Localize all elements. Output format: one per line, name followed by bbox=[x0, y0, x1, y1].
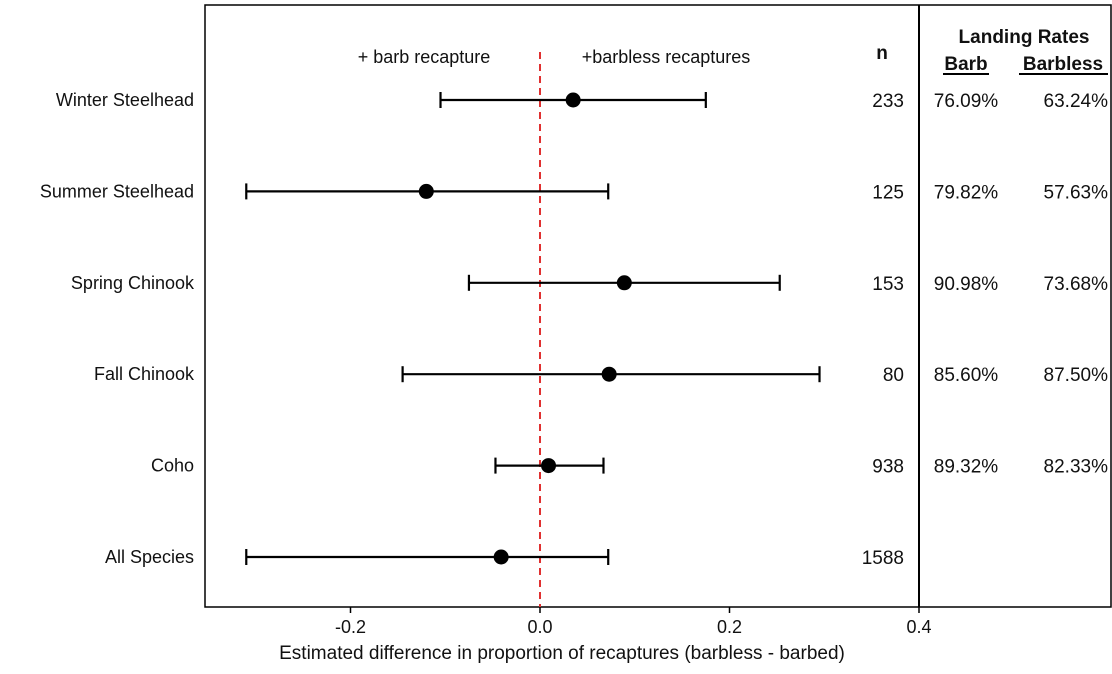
forest-row: Fall Chinook 80 85.60% 87.50% bbox=[94, 364, 1108, 386]
n-value: 125 bbox=[872, 182, 904, 203]
x-axis-title: Estimated difference in proportion of re… bbox=[279, 643, 845, 664]
rows-group: Winter Steelhead 233 76.09% 63.24% Summer St… bbox=[40, 90, 1108, 569]
landing-rate-barb: 79.82% bbox=[934, 182, 999, 203]
estimate-point bbox=[418, 183, 434, 199]
row-label: All Species bbox=[105, 547, 194, 567]
row-label: Coho bbox=[151, 456, 194, 476]
estimate-point bbox=[565, 92, 581, 108]
annotation-barb-recapture: + barb recapture bbox=[358, 47, 491, 67]
n-value: 1588 bbox=[862, 548, 904, 569]
landing-rate-barbless: 82.33% bbox=[1044, 457, 1109, 478]
column-header-barbless: Barbless bbox=[1023, 54, 1103, 75]
annotation-barbless-recaptures: +barbless recaptures bbox=[582, 47, 751, 67]
row-label: Spring Chinook bbox=[71, 273, 195, 293]
forest-row: Spring Chinook 153 90.98% 73.68% bbox=[71, 273, 1108, 295]
row-label: Winter Steelhead bbox=[56, 90, 194, 110]
landing-rate-barb: 85.60% bbox=[934, 365, 999, 386]
landing-rate-barb: 76.09% bbox=[934, 91, 999, 112]
x-tick-label: 0.0 bbox=[527, 617, 552, 637]
x-axis-group: -0.2 0.0 0.2 0.4 bbox=[335, 607, 932, 637]
estimate-point bbox=[601, 366, 617, 382]
estimate-point bbox=[493, 549, 509, 565]
x-tick-label: 0.2 bbox=[717, 617, 742, 637]
column-header-barb: Barb bbox=[944, 54, 987, 75]
forest-row: All Species 1588 bbox=[105, 547, 904, 569]
landing-rates-table: Landing Rates Barb Barbless bbox=[943, 27, 1108, 75]
n-column-header: n bbox=[876, 43, 888, 64]
landing-rate-barb: 90.98% bbox=[934, 274, 999, 295]
row-label: Summer Steelhead bbox=[40, 181, 194, 201]
n-value: 233 bbox=[872, 91, 904, 112]
x-tick-label: 0.4 bbox=[906, 617, 931, 637]
forest-row: Coho 938 89.32% 82.33% bbox=[151, 456, 1108, 478]
landing-rate-barb: 89.32% bbox=[934, 457, 999, 478]
landing-rate-barbless: 73.68% bbox=[1044, 274, 1109, 295]
estimate-point bbox=[616, 275, 632, 291]
plot-frame-group bbox=[204, 4, 1112, 608]
row-label: Fall Chinook bbox=[94, 364, 195, 384]
x-tick-label: -0.2 bbox=[335, 617, 366, 637]
landing-rate-barbless: 63.24% bbox=[1044, 91, 1109, 112]
forest-row: Summer Steelhead 125 79.82% 57.63% bbox=[40, 181, 1108, 203]
n-value: 153 bbox=[872, 274, 904, 295]
landing-rate-barbless: 87.50% bbox=[1044, 365, 1109, 386]
n-value: 80 bbox=[883, 365, 904, 386]
estimate-point bbox=[541, 458, 557, 474]
table-title: Landing Rates bbox=[959, 27, 1090, 48]
forest-row: Winter Steelhead 233 76.09% 63.24% bbox=[56, 90, 1108, 112]
plot-border bbox=[204, 4, 1112, 608]
n-value: 938 bbox=[872, 457, 904, 478]
landing-rate-barbless: 57.63% bbox=[1044, 182, 1109, 203]
